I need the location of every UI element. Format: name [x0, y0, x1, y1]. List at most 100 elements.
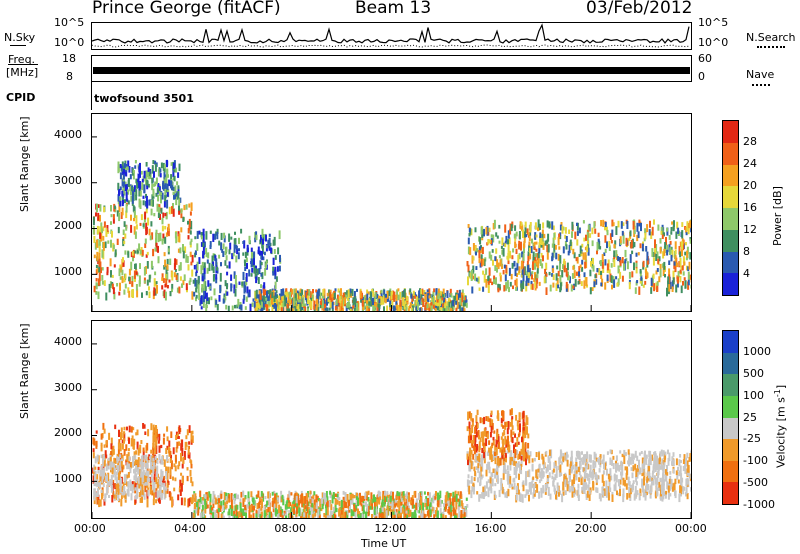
heatmap-cell	[555, 465, 558, 472]
heatmap-cell	[606, 269, 609, 273]
heatmap-cell	[587, 247, 590, 256]
heatmap-cell	[515, 493, 518, 501]
heatmap-cell	[267, 507, 270, 513]
heatmap-cell	[96, 203, 98, 213]
heatmap-cell	[99, 474, 102, 482]
heatmap-cell	[180, 472, 183, 476]
heatmap-cell	[137, 457, 140, 465]
heatmap-cell	[552, 268, 555, 273]
heatmap-cell	[366, 503, 369, 512]
heatmap-cell	[665, 490, 668, 495]
heatmap-cell	[571, 479, 574, 488]
heatmap-cell	[596, 474, 599, 483]
heatmap-cell	[615, 226, 618, 235]
heatmap-cell	[407, 498, 410, 506]
heatmap-cell	[588, 489, 591, 495]
heatmap-cell	[166, 264, 169, 270]
heatmap-cell	[523, 244, 525, 253]
heatmap-cell	[346, 515, 349, 518]
heatmap-cell	[391, 501, 394, 510]
heatmap-cell	[437, 492, 439, 501]
heatmap-cell	[119, 477, 122, 487]
heatmap-cell	[252, 298, 255, 302]
heatmap-cell	[145, 291, 148, 296]
heatmap-cell	[107, 457, 110, 461]
heatmap-cell	[146, 460, 149, 469]
heatmap-cell	[165, 466, 168, 473]
heatmap-cell	[647, 471, 650, 479]
heatmap-cell	[662, 464, 665, 470]
heatmap-cell	[255, 513, 258, 518]
heatmap-cell	[487, 239, 490, 245]
heatmap-cell	[467, 264, 470, 273]
heatmap-cell	[538, 463, 541, 471]
heatmap-cell	[582, 467, 585, 472]
heatmap-cell	[497, 283, 500, 291]
heatmap-cell	[445, 503, 447, 510]
heatmap-cell	[147, 429, 150, 437]
heatmap-cell	[132, 461, 134, 468]
heatmap-cell	[316, 292, 319, 299]
heatmap-cell	[538, 281, 541, 286]
heatmap-cell	[680, 285, 683, 294]
heatmap-cell	[559, 224, 562, 231]
heatmap-cell	[496, 267, 498, 273]
heatmap-cell	[121, 207, 124, 216]
heatmap-cell	[414, 513, 417, 518]
heatmap-cell	[203, 288, 206, 297]
heatmap-cell	[177, 494, 180, 501]
heatmap-cell	[341, 300, 344, 308]
heatmap-cell	[169, 450, 172, 456]
heatmap-cell	[456, 298, 459, 306]
heatmap-cell	[661, 458, 664, 464]
heatmap-cell	[146, 498, 149, 508]
heatmap-cell	[650, 277, 653, 286]
heatmap-cell	[669, 248, 672, 254]
heatmap-cell	[160, 208, 163, 214]
heatmap-cell	[475, 466, 478, 470]
heatmap-cell	[166, 183, 169, 190]
heatmap-cell	[270, 247, 273, 254]
heatmap-cell	[600, 260, 602, 267]
heatmap-cell	[134, 231, 137, 239]
heatmap-cell	[103, 460, 106, 467]
heatmap-cell	[218, 498, 220, 504]
heatmap-cell	[383, 293, 386, 300]
heatmap-cell	[556, 277, 559, 286]
heatmap-cell	[330, 504, 333, 511]
heatmap-cell	[675, 470, 678, 476]
heatmap-cell	[173, 263, 176, 270]
heatmap-cell	[233, 514, 236, 518]
heatmap-cell	[401, 291, 404, 299]
heatmap-cell	[137, 447, 140, 456]
heatmap-cell	[120, 461, 123, 467]
heatmap-cell	[360, 299, 363, 303]
heatmap-cell	[260, 289, 263, 294]
heatmap-cell	[461, 513, 464, 518]
heatmap-cell	[111, 452, 114, 457]
heatmap-cell	[372, 297, 374, 305]
heatmap-cell	[576, 239, 579, 246]
heatmap-cell	[242, 490, 245, 497]
heatmap-cell	[350, 293, 353, 298]
nave-tick-low: 0	[698, 70, 705, 83]
heatmap-cell	[656, 281, 659, 286]
heatmap-cell	[329, 492, 332, 499]
heatmap-cell	[413, 491, 416, 496]
heatmap-cell	[420, 294, 423, 299]
heatmap-cell	[193, 503, 196, 510]
heatmap-cell	[411, 495, 414, 499]
heatmap-cell	[403, 502, 406, 509]
heatmap-cell	[507, 260, 510, 265]
heatmap-cell	[645, 246, 648, 252]
heatmap-cell	[100, 465, 103, 474]
heatmap-cell	[589, 454, 592, 463]
heatmap-cell	[680, 478, 683, 487]
heatmap-cell	[395, 302, 398, 309]
heatmap-cell	[490, 234, 493, 238]
heatmap-cell	[610, 263, 613, 268]
heatmap-cell	[358, 511, 361, 516]
heatmap-cell	[309, 490, 312, 495]
heatmap-cell	[481, 492, 484, 499]
heatmap-cell	[455, 501, 458, 510]
